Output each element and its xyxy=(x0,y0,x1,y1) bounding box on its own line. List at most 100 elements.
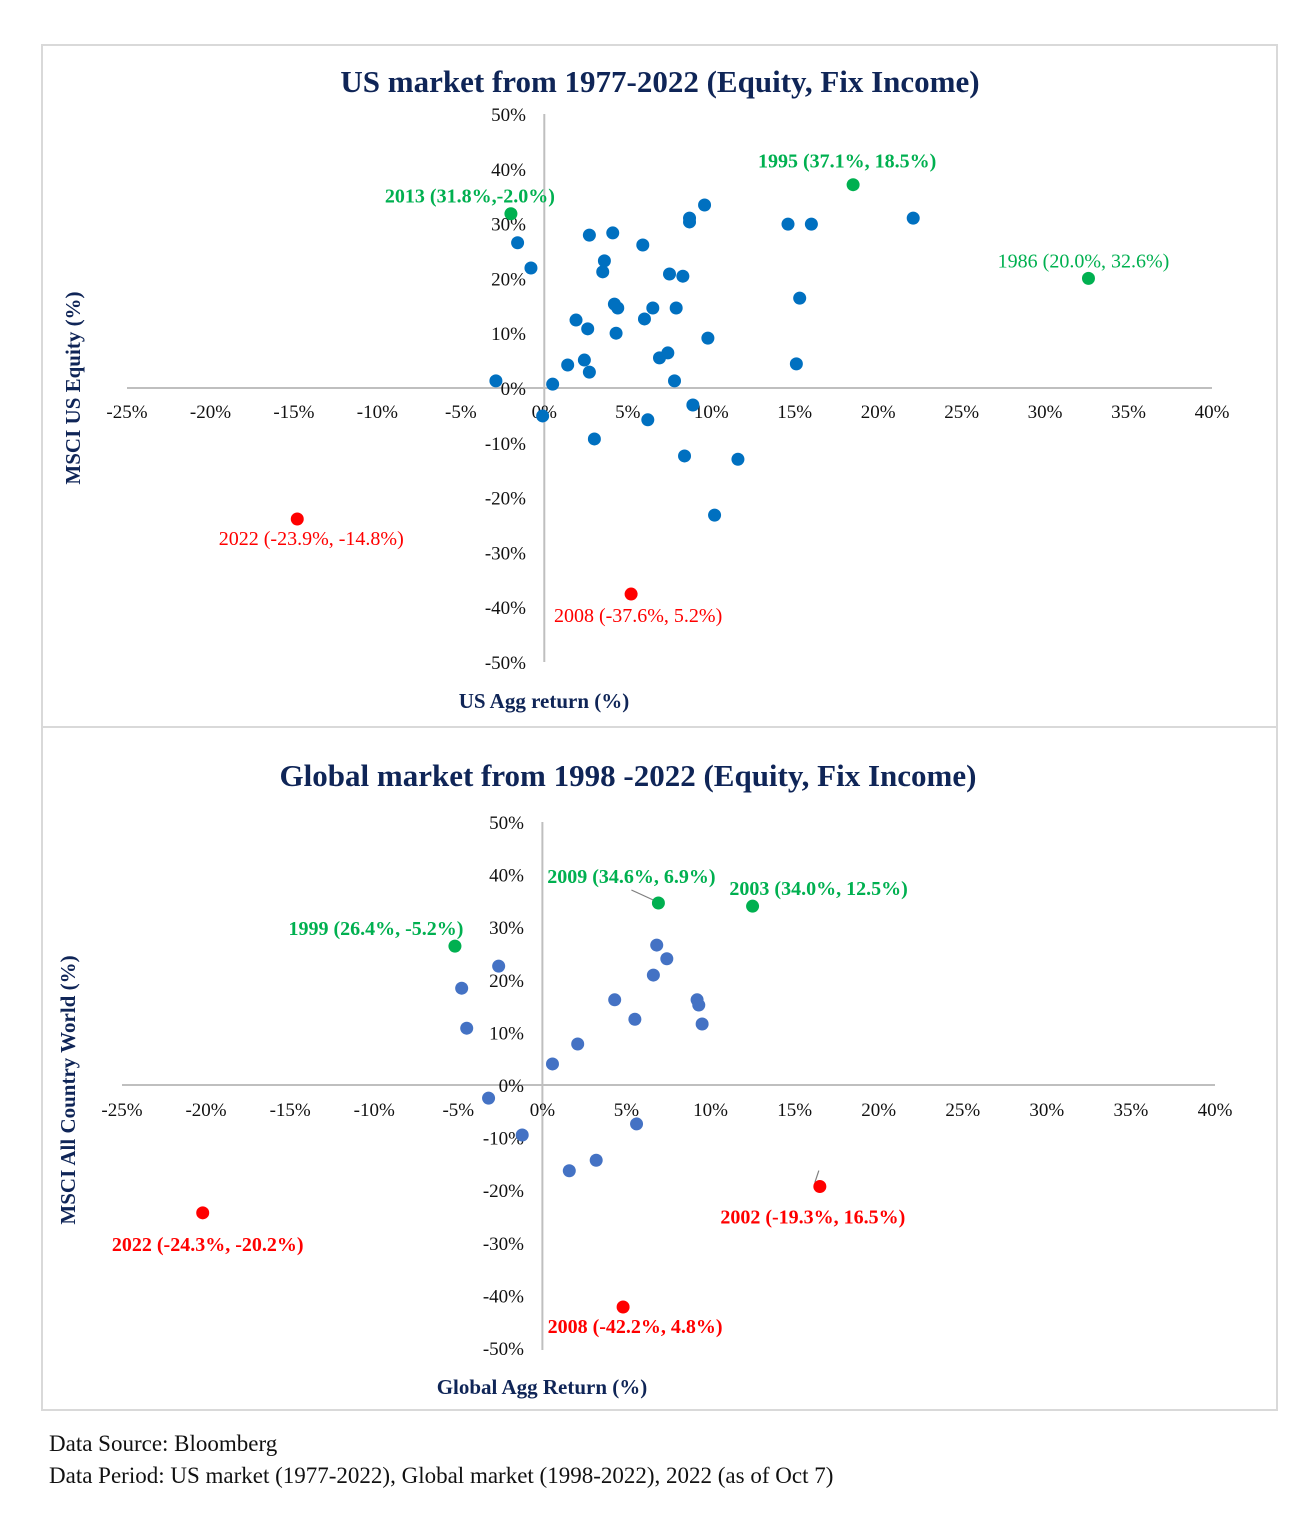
global-y-axis-title: MSCI All Country World (%) xyxy=(56,955,80,1224)
us-x-tick-label: 5% xyxy=(615,402,641,423)
global-data-point xyxy=(660,952,674,966)
global-highlight-point xyxy=(448,939,462,953)
us-y-tick-label: 10% xyxy=(491,324,526,345)
us-x-tick-label: 40% xyxy=(1195,402,1230,423)
us-data-point xyxy=(489,374,503,388)
us-data-point xyxy=(609,326,623,340)
us-y-tick-label: 40% xyxy=(491,160,526,181)
us-highlight-point xyxy=(846,178,860,192)
global-x-tick-label: 0% xyxy=(530,1100,556,1121)
global-y-tick-label: 50% xyxy=(489,813,524,834)
us-chart-title: US market from 1977-2022 (Equity, Fix In… xyxy=(340,64,979,99)
us-data-point xyxy=(669,301,683,315)
us-y-tick-label: -10% xyxy=(485,434,526,455)
us-data-point xyxy=(708,508,722,522)
global-data-point xyxy=(692,998,706,1012)
us-chart-panel xyxy=(41,44,1278,728)
us-data-point xyxy=(731,452,745,466)
global-highlight-label: 2022 (-24.3%, -20.2%) xyxy=(112,1234,304,1256)
us-data-point xyxy=(577,353,591,367)
us-data-point xyxy=(793,291,807,305)
us-y-tick-label: 20% xyxy=(491,269,526,290)
global-x-axis-title: Global Agg Return (%) xyxy=(437,1375,648,1399)
us-x-tick-label: -20% xyxy=(190,402,231,423)
global-x-tick-label: 30% xyxy=(1029,1100,1064,1121)
us-x-tick-label: 30% xyxy=(1028,402,1063,423)
us-x-axis-title: US Agg return (%) xyxy=(459,689,630,713)
us-data-point xyxy=(641,413,655,427)
us-data-point xyxy=(668,374,682,388)
us-x-tick-label: -10% xyxy=(357,402,398,423)
global-highlight-point xyxy=(651,896,665,910)
global-x-tick-label: 20% xyxy=(861,1100,896,1121)
global-x-tick-label: 25% xyxy=(945,1100,980,1121)
us-data-point xyxy=(546,377,560,391)
us-data-point xyxy=(611,301,625,315)
us-data-point xyxy=(661,346,675,360)
us-data-point xyxy=(582,228,596,242)
us-y-tick-label: 0% xyxy=(501,379,527,400)
us-highlight-label: 2008 (-37.6%, 5.2%) xyxy=(554,605,722,627)
us-highlight-point xyxy=(624,587,638,601)
us-data-point xyxy=(582,365,596,379)
global-data-point xyxy=(562,1164,576,1178)
us-data-point xyxy=(906,211,920,225)
global-x-tick-label: -5% xyxy=(442,1100,474,1121)
global-chart-panel xyxy=(41,726,1278,1411)
us-data-point xyxy=(663,267,676,281)
us-x-tick-label: 35% xyxy=(1111,402,1146,423)
us-data-point xyxy=(581,322,595,336)
data-source-note: Data Source: Bloomberg xyxy=(49,1431,278,1456)
us-highlight-label: 2022 (-23.9%, -14.8%) xyxy=(219,528,404,550)
global-x-tick-label: 15% xyxy=(777,1100,812,1121)
global-highlight-point xyxy=(746,899,760,913)
us-data-point xyxy=(646,301,660,315)
us-highlight-point xyxy=(1081,271,1095,285)
global-chart-title: Global market from 1998 -2022 (Equity, F… xyxy=(280,758,977,793)
global-y-tick-label: 30% xyxy=(489,918,524,939)
us-data-point xyxy=(524,261,538,275)
global-x-tick-label: 35% xyxy=(1114,1100,1149,1121)
global-data-point xyxy=(515,1128,529,1142)
data-period-note: Data Period: US market (1977-2022), Glob… xyxy=(49,1463,834,1488)
global-data-point xyxy=(695,1017,709,1031)
us-y-tick-label: -30% xyxy=(485,543,526,564)
us-x-tick-label: 25% xyxy=(944,402,979,423)
us-data-point xyxy=(561,358,575,372)
us-data-point xyxy=(789,357,803,371)
us-highlight-point xyxy=(504,207,518,221)
global-data-point xyxy=(460,1021,474,1035)
us-y-tick-label: -50% xyxy=(485,653,526,674)
global-data-point xyxy=(646,968,660,982)
global-highlight-point xyxy=(813,1180,827,1194)
global-y-tick-label: 0% xyxy=(499,1076,525,1097)
us-data-point xyxy=(637,312,651,326)
global-data-point xyxy=(608,993,622,1007)
global-highlight-label: 1999 (26.4%, -5.2%) xyxy=(288,918,463,940)
global-x-tick-label: 40% xyxy=(1198,1100,1233,1121)
us-data-point xyxy=(678,449,692,463)
global-highlight-label: 2009 (34.6%, 6.9%) xyxy=(547,866,715,888)
global-y-tick-label: -20% xyxy=(483,1181,524,1202)
us-data-point xyxy=(606,226,620,240)
us-y-tick-label: -20% xyxy=(485,489,526,510)
global-x-tick-label: -10% xyxy=(354,1100,395,1121)
us-data-point xyxy=(701,331,715,345)
global-highlight-point xyxy=(196,1206,210,1220)
us-x-tick-label: 10% xyxy=(694,402,729,423)
us-highlight-point xyxy=(290,512,304,526)
global-highlight-label: 2002 (-19.3%, 16.5%) xyxy=(720,1207,905,1229)
us-y-tick-label: 30% xyxy=(491,215,526,236)
global-y-tick-label: 10% xyxy=(489,1023,524,1044)
global-y-tick-label: 20% xyxy=(489,971,524,992)
global-x-tick-label: 5% xyxy=(614,1100,640,1121)
global-y-tick-label: 40% xyxy=(489,866,524,887)
global-highlight-label: 2008 (-42.2%, 4.8%) xyxy=(548,1316,723,1338)
us-data-point xyxy=(781,217,795,231)
global-x-tick-label: -25% xyxy=(101,1100,142,1121)
us-x-tick-label: -5% xyxy=(445,402,477,423)
us-data-point xyxy=(683,215,697,229)
us-x-tick-label: -15% xyxy=(273,402,314,423)
global-label-leader-line xyxy=(631,889,656,902)
us-y-tick-label: -40% xyxy=(485,598,526,619)
